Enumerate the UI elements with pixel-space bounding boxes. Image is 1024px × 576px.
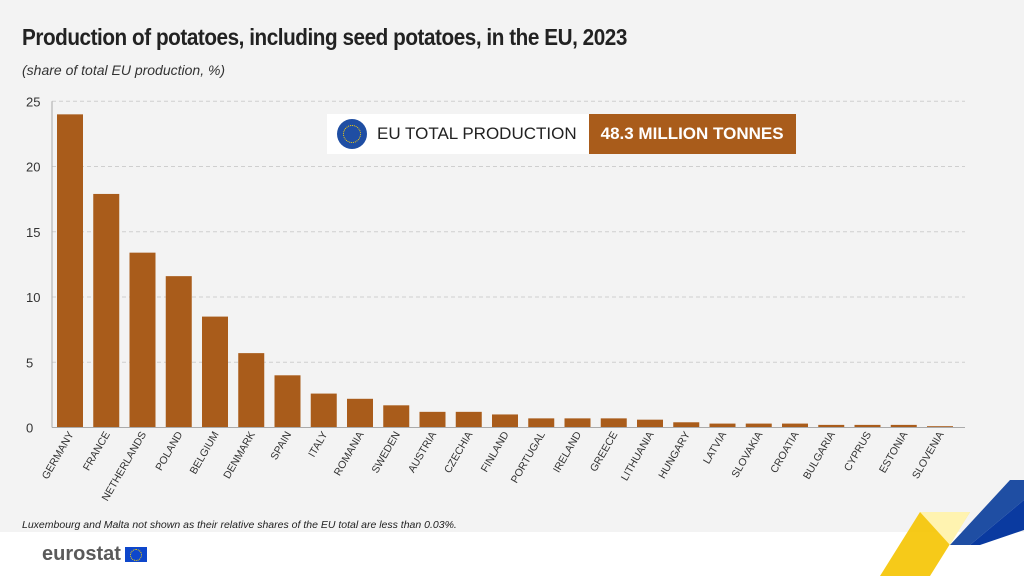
x-tick-label: SLOVAKIA <box>729 430 765 480</box>
x-tick-label: HUNGARY <box>656 430 693 481</box>
y-tick-label: 15 <box>26 225 40 240</box>
chart-title: Production of potatoes, including seed p… <box>22 24 627 50</box>
bar <box>854 424 881 428</box>
footnote: Luxembourg and Malta not shown as their … <box>22 519 457 531</box>
badge-label: EU TOTAL PRODUCTION <box>377 124 577 143</box>
bar <box>782 423 808 428</box>
x-tick-label: LITHUANIA <box>619 430 657 483</box>
x-tick-label: PORTUGAL <box>509 429 548 485</box>
x-tick-label: ROMANIA <box>332 430 367 478</box>
bar <box>890 424 917 428</box>
bar <box>492 414 518 428</box>
eu-total-badge: EU TOTAL PRODUCTION 48.3 MILLION TONNES <box>327 114 796 154</box>
x-tick-label: CROATIA <box>768 430 801 476</box>
bar <box>93 193 120 428</box>
x-tick-label: BELGIUM <box>188 430 222 477</box>
badge-label-box: EU TOTAL PRODUCTION <box>327 114 589 154</box>
bar <box>673 422 700 428</box>
bar <box>274 375 301 428</box>
eu-flag-icon <box>124 547 147 562</box>
eu-flag-icon <box>337 119 367 149</box>
y-tick-label: 0 <box>26 421 33 436</box>
bar <box>129 252 156 428</box>
x-tick-label: DENMARK <box>221 430 258 481</box>
x-tick-label: ITALY <box>306 430 330 460</box>
x-tick-label: CZECHIA <box>442 430 475 476</box>
bar <box>745 423 772 428</box>
x-tick-label: LATVIA <box>701 430 729 467</box>
bar <box>637 419 663 428</box>
bar <box>347 398 373 428</box>
bar <box>564 418 591 428</box>
x-tick-label: IRELAND <box>551 429 584 475</box>
bar <box>57 114 83 428</box>
x-tick-label: ESTONIA <box>877 430 910 476</box>
bar <box>383 405 410 428</box>
bar <box>238 353 265 428</box>
bar <box>528 418 555 428</box>
y-tick-label: 20 <box>26 160 40 175</box>
y-tick-label: 10 <box>26 290 40 305</box>
x-tick-label: FRANCE <box>81 430 113 473</box>
x-tick-label: SPAIN <box>268 430 294 463</box>
corner-decoration <box>880 480 1024 576</box>
eurostat-logo: eurostat <box>42 543 147 566</box>
bar <box>600 418 627 428</box>
x-tick-label: SWEDEN <box>369 430 402 476</box>
x-tick-label: CYPRUS <box>842 430 874 474</box>
bar <box>455 411 482 428</box>
bar <box>419 411 446 428</box>
x-tick-label: GREECE <box>588 430 621 474</box>
y-tick-label: 25 <box>26 94 40 109</box>
x-tick-label: FINLAND <box>479 429 512 474</box>
bar <box>818 424 845 428</box>
bar <box>310 393 337 428</box>
bar <box>927 426 953 428</box>
x-tick-label: GERMANY <box>40 430 77 482</box>
footer <box>0 532 1024 576</box>
bar <box>709 423 736 428</box>
bar <box>165 276 192 428</box>
logo-text: eurostat <box>42 543 121 565</box>
chart-subtitle: (share of total EU production, %) <box>22 62 226 78</box>
bar <box>202 316 228 428</box>
y-tick-label: 5 <box>26 355 33 370</box>
badge-value: 48.3 MILLION TONNES <box>588 114 796 154</box>
x-tick-label: AUSTRIA <box>406 430 439 475</box>
x-tick-label: BULGARIA <box>801 430 838 482</box>
x-tick-label: POLAND <box>153 429 185 473</box>
